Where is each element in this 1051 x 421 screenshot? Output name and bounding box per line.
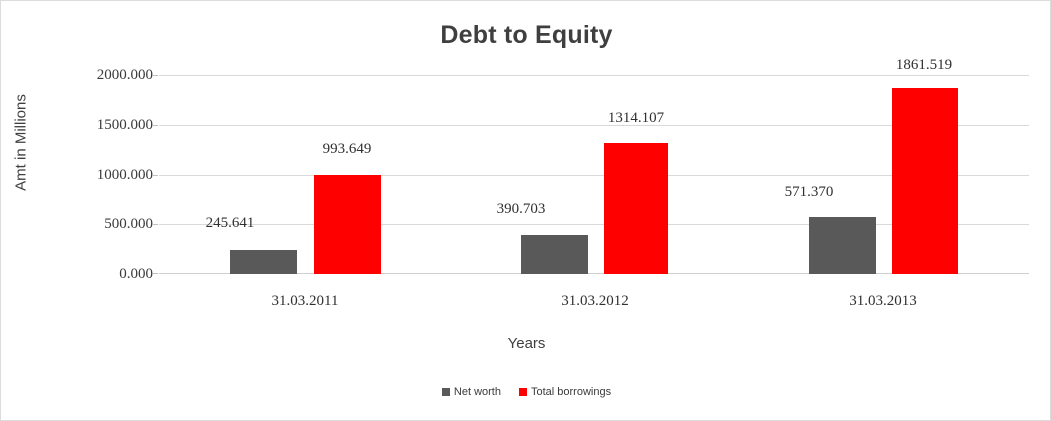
plot-area (159, 75, 1029, 274)
legend-label-borrowings: Total borrowings (530, 386, 612, 398)
chart-legend: Net worth Total borrowings (1, 386, 1050, 398)
y-tick-mark (153, 175, 158, 176)
y-tick-mark (153, 224, 158, 225)
data-label-networth-2012: 390.703 (496, 201, 546, 217)
x-category-label-2012: 31.03.2012 (561, 293, 629, 309)
bar-borrowings-2012[interactable] (604, 143, 668, 274)
data-label-networth-2013: 571.370 (784, 184, 834, 200)
bar-borrowings-2013[interactable] (892, 88, 958, 274)
gridline (159, 175, 1029, 176)
x-category-label-2011: 31.03.2011 (271, 293, 339, 309)
legend-item-networth[interactable]: Net worth (441, 386, 501, 398)
legend-item-borrowings[interactable]: Total borrowings (518, 386, 612, 398)
legend-swatch-icon-networth (441, 388, 450, 396)
y-tick-label: 2000.000 (96, 67, 153, 83)
y-tick-label: 1000.000 (96, 167, 153, 183)
chart-title: Debt to Equity (440, 21, 613, 49)
x-axis-line (159, 273, 1029, 274)
y-tick-label: 0.000 (119, 266, 153, 282)
bar-networth-2012[interactable] (521, 235, 588, 274)
y-tick-mark (153, 273, 158, 274)
gridline (159, 224, 1029, 225)
data-label-borrowings-2012: 1314.107 (607, 110, 665, 126)
gridline (159, 125, 1029, 126)
y-tick-mark (153, 125, 158, 126)
data-label-borrowings-2013: 1861.519 (895, 57, 953, 73)
gridline (159, 75, 1029, 76)
x-category-label-2013: 31.03.2013 (849, 293, 917, 309)
data-label-borrowings-2011: 993.649 (322, 141, 372, 157)
legend-swatch-icon-borrowings (518, 388, 527, 396)
bar-networth-2013[interactable] (809, 217, 876, 274)
y-axis-title: Amt in Millions (12, 94, 30, 191)
y-tick-label: 500.000 (104, 216, 153, 232)
data-label-networth-2011: 245.641 (205, 215, 255, 231)
bar-borrowings-2011[interactable] (314, 175, 381, 274)
y-tick-mark (153, 75, 158, 76)
y-tick-label: 1500.000 (96, 117, 153, 133)
legend-label-networth: Net worth (453, 386, 501, 398)
x-axis-title: Years (507, 335, 546, 352)
y-axis-tick-labels: 2000.000 1500.000 1000.000 500.000 0.000 (41, 1, 153, 420)
bar-networth-2011[interactable] (230, 250, 297, 274)
